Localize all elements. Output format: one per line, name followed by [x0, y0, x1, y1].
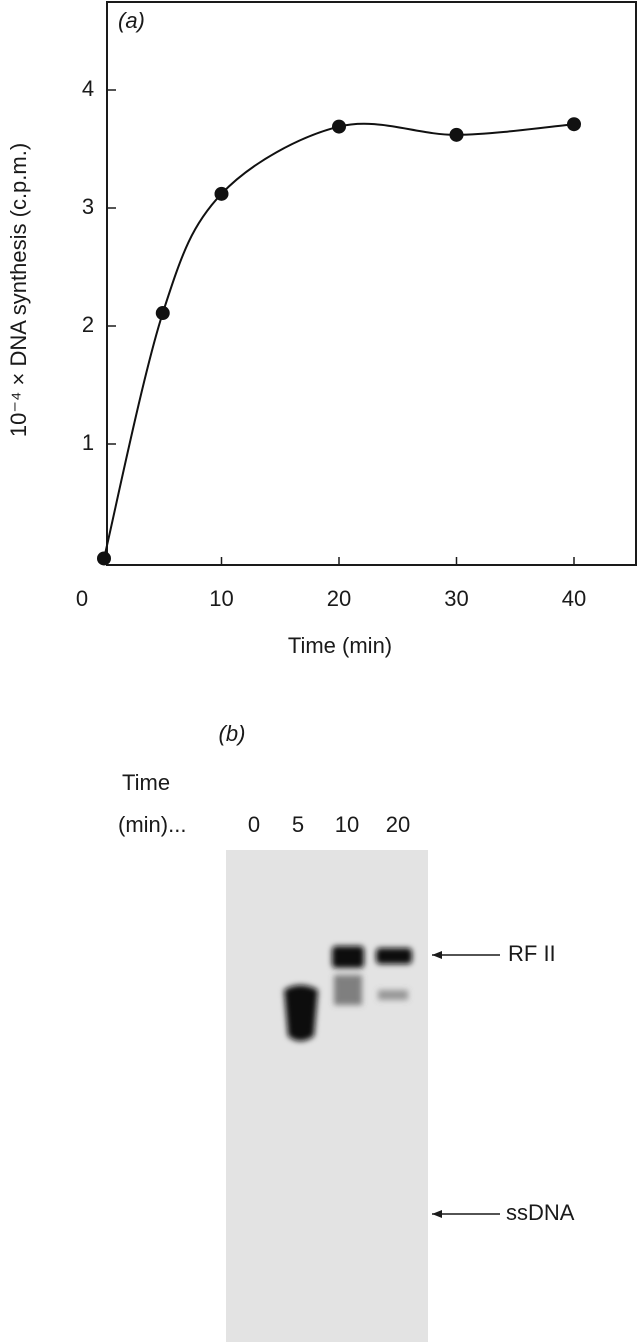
y-tick-label: 1: [82, 430, 94, 455]
arrow-head: [432, 951, 442, 959]
time-label: Time: [122, 770, 170, 795]
x-tick-label: 20: [327, 586, 351, 611]
x-tick-label: 0: [76, 586, 88, 611]
data-point: [332, 119, 346, 134]
gel: [226, 850, 428, 1342]
lane-label: 20: [386, 812, 410, 837]
lane-label: 10: [335, 812, 359, 837]
lane-label: 5: [292, 812, 304, 837]
y-tick-label: 4: [82, 76, 94, 101]
plot-frame: [106, 1, 637, 566]
unit-label: (min)...: [118, 812, 186, 837]
data-point: [449, 127, 464, 142]
arrow-head: [432, 1210, 442, 1218]
band-label: RF II: [508, 941, 556, 966]
x-tick-label: 10: [209, 586, 233, 611]
data-point: [97, 551, 111, 566]
data-point: [155, 306, 170, 321]
band-label: ssDNA: [506, 1200, 575, 1225]
lane-label: 0: [248, 812, 260, 837]
panel-label: (a): [118, 8, 145, 33]
y-axis-label: 10⁻⁴ × DNA synthesis (c.p.m.): [6, 143, 31, 437]
x-tick-label: 40: [562, 586, 586, 611]
data-point: [214, 186, 229, 201]
x-axis-label: Time (min): [288, 633, 392, 658]
data-line: [103, 122, 575, 559]
data-point: [567, 117, 581, 132]
panel-label: (b): [219, 721, 246, 746]
y-tick-label: 3: [82, 194, 94, 219]
x-tick-label: 30: [444, 586, 468, 611]
gel-bands: [284, 946, 412, 1041]
y-tick-label: 2: [82, 312, 94, 337]
